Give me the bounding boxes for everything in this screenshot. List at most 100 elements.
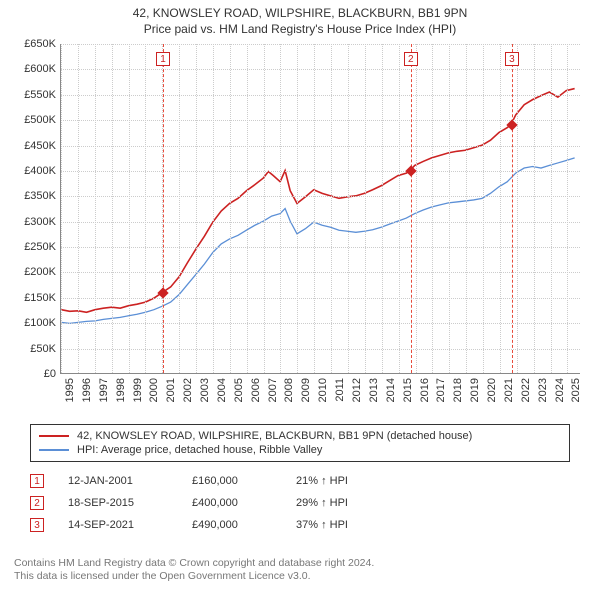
gridline bbox=[247, 44, 248, 373]
events-table: 112-JAN-2001£160,00021% HPI218-SEP-2015£… bbox=[30, 470, 570, 536]
chart-area: 123 £0£50K£100K£150K£200K£250K£300K£350K… bbox=[10, 44, 590, 414]
gridline bbox=[61, 171, 580, 172]
x-axis-label: 1997 bbox=[98, 378, 110, 402]
y-axis-label: £500K bbox=[10, 114, 56, 126]
gridline bbox=[230, 44, 231, 373]
x-axis-label: 2012 bbox=[351, 378, 363, 402]
gridline bbox=[449, 44, 450, 373]
y-axis-label: £450K bbox=[10, 140, 56, 152]
x-axis-label: 2022 bbox=[520, 378, 532, 402]
event-date: 12-JAN-2001 bbox=[68, 475, 168, 487]
y-axis-label: £350K bbox=[10, 190, 56, 202]
x-axis-label: 2018 bbox=[452, 378, 464, 402]
y-axis-label: £650K bbox=[10, 38, 56, 50]
y-axis-label: £100K bbox=[10, 317, 56, 329]
legend-swatch-hpi bbox=[39, 449, 69, 451]
gridline bbox=[61, 349, 580, 350]
gridline bbox=[61, 247, 580, 248]
gridline bbox=[500, 44, 501, 373]
gridline bbox=[61, 44, 580, 45]
gridline bbox=[382, 44, 383, 373]
gridline bbox=[112, 44, 113, 373]
event-price: £160,000 bbox=[192, 475, 272, 487]
arrow-up-icon bbox=[321, 497, 327, 509]
gridline bbox=[129, 44, 130, 373]
gridline bbox=[551, 44, 552, 373]
gridline bbox=[61, 323, 580, 324]
gridline bbox=[196, 44, 197, 373]
event-row: 3 14-SEP-2021 £490,000 37% HPI bbox=[30, 514, 570, 536]
legend: 42, KNOWSLEY ROAD, WILPSHIRE, BLACKBURN,… bbox=[30, 424, 570, 462]
gridline bbox=[483, 44, 484, 373]
legend-row: 42, KNOWSLEY ROAD, WILPSHIRE, BLACKBURN,… bbox=[39, 429, 561, 443]
x-axis-label: 1995 bbox=[64, 378, 76, 402]
x-axis-label: 2009 bbox=[300, 378, 312, 402]
event-date: 18-SEP-2015 bbox=[68, 497, 168, 509]
chart-address-title: 42, KNOWSLEY ROAD, WILPSHIRE, BLACKBURN,… bbox=[0, 6, 600, 20]
y-axis-label: £50K bbox=[10, 343, 56, 355]
gridline bbox=[61, 196, 580, 197]
event-number-box: 3 bbox=[30, 518, 44, 532]
y-axis-label: £0 bbox=[10, 368, 56, 380]
x-axis-label: 1999 bbox=[132, 378, 144, 402]
chart-subtitle: Price paid vs. HM Land Registry's House … bbox=[0, 22, 600, 36]
x-axis-label: 2021 bbox=[503, 378, 515, 402]
event-number-box: 2 bbox=[404, 52, 418, 66]
event-number-box: 2 bbox=[30, 496, 44, 510]
gridline bbox=[61, 95, 580, 96]
y-axis-label: £200K bbox=[10, 266, 56, 278]
gridline bbox=[61, 272, 580, 273]
event-price: £490,000 bbox=[192, 519, 272, 531]
x-axis-label: 2025 bbox=[570, 378, 582, 402]
x-axis-label: 2014 bbox=[385, 378, 397, 402]
x-axis-label: 2004 bbox=[216, 378, 228, 402]
gridline bbox=[331, 44, 332, 373]
gridline bbox=[61, 69, 580, 70]
event-number-box: 3 bbox=[505, 52, 519, 66]
x-axis-label: 2023 bbox=[537, 378, 549, 402]
event-number-box: 1 bbox=[156, 52, 170, 66]
x-axis-label: 2010 bbox=[317, 378, 329, 402]
gridline bbox=[297, 44, 298, 373]
event-date: 14-SEP-2021 bbox=[68, 519, 168, 531]
gridline bbox=[280, 44, 281, 373]
x-axis-label: 2006 bbox=[250, 378, 262, 402]
event-price: £400,000 bbox=[192, 497, 272, 509]
gridline bbox=[399, 44, 400, 373]
x-axis-label: 2015 bbox=[402, 378, 414, 402]
event-number-box: 1 bbox=[30, 474, 44, 488]
x-axis-label: 2016 bbox=[419, 378, 431, 402]
gridline bbox=[61, 146, 580, 147]
footer-line: This data is licensed under the Open Gov… bbox=[14, 570, 374, 584]
x-axis-label: 1996 bbox=[81, 378, 93, 402]
gridline bbox=[567, 44, 568, 373]
y-axis-label: £550K bbox=[10, 89, 56, 101]
x-axis-label: 2008 bbox=[283, 378, 295, 402]
event-row: 112-JAN-2001£160,00021% HPI bbox=[30, 470, 570, 492]
event-marker-line bbox=[163, 44, 164, 373]
gridline bbox=[179, 44, 180, 373]
x-axis-label: 1998 bbox=[115, 378, 127, 402]
x-axis-label: 2000 bbox=[148, 378, 160, 402]
y-axis-label: £300K bbox=[10, 216, 56, 228]
x-axis-label: 2011 bbox=[334, 378, 346, 402]
gridline bbox=[348, 44, 349, 373]
event-marker-line bbox=[512, 44, 513, 373]
x-axis-label: 2019 bbox=[469, 378, 481, 402]
y-axis-label: £400K bbox=[10, 165, 56, 177]
legend-swatch-price bbox=[39, 435, 69, 437]
arrow-up-icon bbox=[321, 519, 327, 531]
gridline bbox=[78, 44, 79, 373]
event-pct: 37% HPI bbox=[296, 519, 416, 531]
legend-row: HPI: Average price, detached house, Ribb… bbox=[39, 443, 561, 457]
gridline bbox=[61, 222, 580, 223]
gridline bbox=[517, 44, 518, 373]
attribution-footer: Contains HM Land Registry data © Crown c… bbox=[14, 557, 374, 584]
gridline bbox=[534, 44, 535, 373]
x-axis-label: 2005 bbox=[233, 378, 245, 402]
footer-line: Contains HM Land Registry data © Crown c… bbox=[14, 557, 374, 571]
plot-region: 1 2 3 bbox=[60, 44, 580, 374]
x-axis-label: 2017 bbox=[435, 378, 447, 402]
gridline bbox=[432, 44, 433, 373]
gridline bbox=[365, 44, 366, 373]
